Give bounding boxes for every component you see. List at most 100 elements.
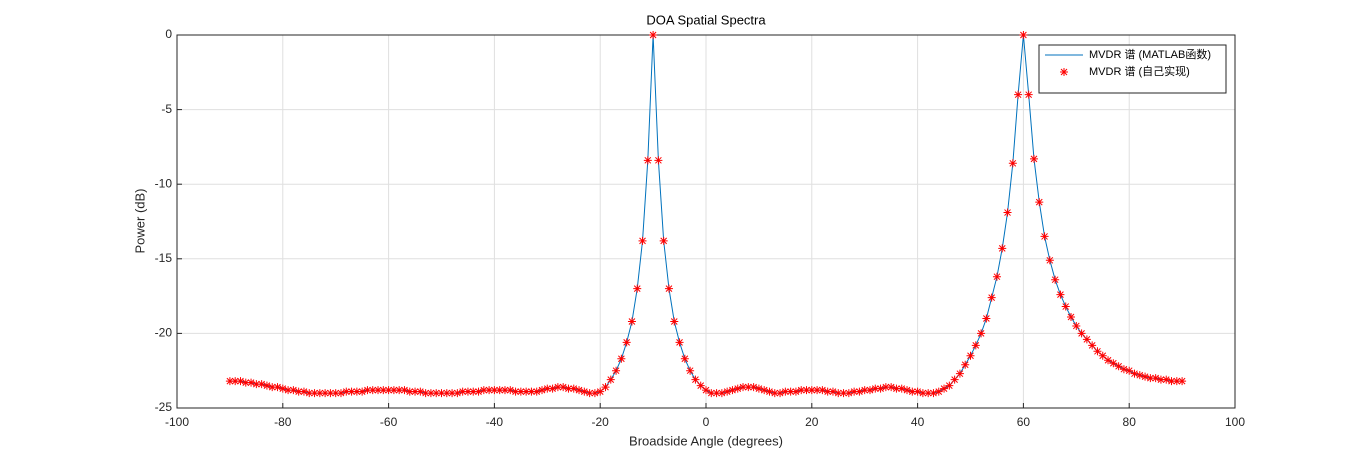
- marker: [606, 375, 615, 384]
- marker: [1045, 256, 1054, 265]
- marker: [987, 293, 996, 302]
- marker: [749, 383, 758, 392]
- x-axis-label: Broadside Angle (degrees): [629, 433, 783, 448]
- marker: [400, 386, 409, 395]
- marker: [453, 389, 462, 398]
- marker: [881, 383, 890, 392]
- marker: [310, 389, 319, 398]
- marker: [1125, 366, 1134, 375]
- marker: [828, 387, 837, 396]
- marker: [315, 389, 324, 398]
- marker: [379, 386, 388, 395]
- marker: [1003, 208, 1012, 217]
- marker: [813, 386, 822, 395]
- marker: [1172, 377, 1181, 386]
- marker: [659, 236, 668, 245]
- marker: [966, 351, 975, 360]
- marker: [231, 377, 240, 386]
- marker: [1051, 275, 1060, 284]
- marker: [336, 389, 345, 398]
- y-axis-label: Power (dB): [132, 188, 147, 253]
- marker: [569, 384, 578, 393]
- marker: [384, 386, 393, 395]
- marker: [1151, 374, 1160, 383]
- axes-box: [176, 34, 1236, 409]
- marker: [770, 389, 779, 398]
- marker: [432, 389, 441, 398]
- marker: [575, 386, 584, 395]
- marker: [601, 383, 610, 392]
- marker: [855, 387, 864, 396]
- marker: [612, 366, 621, 375]
- marker: [739, 383, 748, 392]
- marker: [511, 387, 520, 396]
- marker: [421, 389, 430, 398]
- marker: [797, 386, 806, 395]
- marker: [294, 387, 303, 396]
- marker: [1088, 341, 1097, 350]
- marker: [284, 386, 293, 395]
- marker: [664, 284, 673, 293]
- marker: [257, 380, 266, 389]
- marker: [1119, 365, 1128, 374]
- marker: [506, 386, 515, 395]
- marker: [437, 389, 446, 398]
- marker: [955, 369, 964, 378]
- marker: [485, 386, 494, 395]
- marker: [675, 338, 684, 347]
- marker: [807, 386, 816, 395]
- marker: [865, 386, 874, 395]
- marker: [760, 386, 769, 395]
- marker: [1098, 351, 1107, 360]
- marker: [389, 386, 398, 395]
- legend-box: [1038, 44, 1227, 94]
- x-tick-label: 60: [1017, 415, 1031, 429]
- y-tick-label: 0: [165, 27, 172, 41]
- marker: [1014, 90, 1023, 99]
- marker: [791, 387, 800, 396]
- marker: [247, 378, 256, 387]
- marker: [1141, 372, 1150, 381]
- marker: [786, 387, 795, 396]
- marker: [696, 381, 705, 390]
- marker: [411, 387, 420, 396]
- marker: [299, 387, 308, 396]
- legend-swatch: [1060, 68, 1068, 76]
- marker: [463, 387, 472, 396]
- marker: [733, 384, 742, 393]
- marker: [754, 384, 763, 393]
- marker: [543, 384, 552, 393]
- marker: [559, 383, 568, 392]
- marker: [712, 389, 721, 398]
- legend-label: MVDR 谱 (MATLAB函数): [1089, 47, 1211, 61]
- marker: [442, 389, 451, 398]
- marker: [1019, 31, 1028, 39]
- marker: [479, 386, 488, 395]
- marker: [1146, 374, 1155, 383]
- marker: [495, 386, 504, 395]
- marker: [723, 387, 732, 396]
- x-tick-label: -80: [274, 415, 292, 429]
- marker: [590, 389, 599, 398]
- marker: [1114, 362, 1123, 371]
- x-tick-label: 80: [1123, 415, 1137, 429]
- marker: [929, 389, 938, 398]
- marker: [580, 387, 589, 396]
- marker: [474, 387, 483, 396]
- marker: [617, 354, 626, 363]
- marker: [262, 381, 271, 390]
- marker: [1077, 329, 1086, 338]
- marker: [1035, 198, 1044, 207]
- marker: [1156, 375, 1165, 384]
- marker: [839, 389, 848, 398]
- marker: [268, 383, 277, 392]
- marker: [707, 389, 716, 398]
- y-tick-label: -25: [155, 400, 173, 414]
- marker: [950, 375, 959, 384]
- x-tick-label: -20: [592, 415, 610, 429]
- chart-title: DOA Spatial Spectra: [646, 12, 766, 27]
- marker: [596, 387, 605, 396]
- marker: [765, 387, 774, 396]
- marker: [887, 383, 896, 392]
